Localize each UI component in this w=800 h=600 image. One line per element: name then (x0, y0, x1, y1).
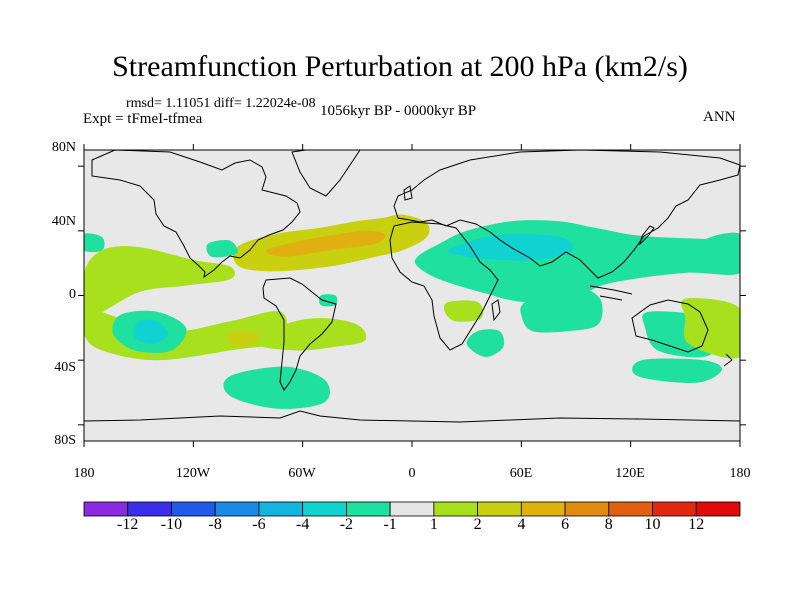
colorbar-bin-12 (608, 501, 653, 517)
colorbar-bin-4 (258, 501, 304, 517)
y-tick-label-40n: 40N (51, 214, 76, 229)
coastline-madagascar (491, 299, 501, 322)
anomaly-ne-pacific-negative (84, 233, 105, 253)
colorbar-label-9: 4 (517, 516, 526, 533)
x-tick-label-180w: 180 (73, 466, 95, 481)
colorbar-bin-7 (389, 501, 435, 517)
colorbar-bin-11 (564, 501, 610, 517)
colorbar-label-2: -8 (208, 516, 222, 533)
anomaly-africa-south-negative (466, 329, 505, 357)
coastline-japan (639, 225, 655, 246)
colorbar-bin-8 (433, 501, 478, 517)
coastline-south-america (262, 277, 337, 391)
season-text: ANN (703, 109, 736, 125)
anomaly-mexico-negative (206, 239, 238, 258)
y-tick-label-80s: 80S (54, 433, 76, 448)
chart-title: Streamfunction Perturbation at 200 hPa (… (112, 50, 688, 83)
anomaly-n-atlantic-core-positive (265, 230, 386, 257)
experiment-text: Expt = tFmeI-tfmea (83, 111, 203, 127)
period-text: 1056kyr BP - 0000kyr BP (320, 103, 477, 119)
y-tick-label-eq: 0 (69, 287, 76, 302)
coastline-eurasia (393, 150, 740, 279)
colorbar-bin-5 (302, 501, 347, 517)
coastlines (84, 150, 740, 423)
colorbar (83, 501, 741, 517)
colorbar-label-8: 2 (473, 516, 482, 533)
axis-ticks (78, 144, 746, 447)
colorbar-label-13: 12 (688, 516, 705, 533)
x-tick-label-0: 0 (408, 466, 416, 481)
coastline-uk (403, 185, 413, 201)
colorbar-label-12: 10 (644, 516, 661, 533)
colorbar-bin-14 (695, 501, 741, 517)
colorbar-bin-6 (345, 501, 391, 517)
coastline-australia (631, 299, 709, 353)
anomaly-africa-west-positive (443, 300, 484, 322)
colorbar-label-5: -2 (339, 516, 354, 533)
colorbar-bin-1 (127, 501, 172, 517)
colorbar-label-6: -1 (383, 516, 397, 533)
x-tick-label-180e: 180 (729, 466, 751, 481)
stats-text: rmsd= 1.11051 diff= 1.22024e-08 (126, 96, 316, 111)
x-tick-label-60w: 60W (288, 466, 316, 481)
x-tick-label-120e: 120E (615, 466, 645, 481)
anomaly-southern-ocean-negative (223, 366, 330, 409)
colorbar-label-3: -6 (252, 516, 266, 533)
anomaly-s-america-positive-core (225, 330, 260, 348)
colorbar-bin-0 (83, 501, 129, 517)
anomaly-indian-ocean-negative (520, 282, 603, 333)
coastline-antarctica (84, 410, 740, 423)
colorbar-bin-3 (214, 501, 260, 517)
colorbar-bin-9 (477, 501, 522, 517)
anomaly-s-ocean-se-negative (632, 358, 722, 383)
anomaly-c-pacific-positive (681, 298, 740, 359)
colorbar-label-4: -4 (295, 516, 310, 533)
anomaly-nw-pacific-negative (699, 232, 740, 268)
colorbar-label-7: 1 (429, 516, 438, 533)
coastline-new-zealand (723, 353, 733, 367)
colorbar-label-0: -12 (117, 516, 139, 533)
coastline-north-america (91, 150, 301, 279)
colorbar-bin-10 (520, 501, 566, 517)
y-tick-label-40s: 40S (54, 360, 76, 375)
x-tick-label-120w: 120W (175, 466, 211, 481)
coastline-greenland (291, 150, 361, 197)
x-tick-label-60e: 60E (509, 466, 533, 481)
coastline-africa (389, 221, 499, 351)
colorbar-bin-13 (652, 501, 697, 517)
anomaly-s-pacific-core-negative (134, 319, 168, 345)
colorbar-label-1: -10 (160, 516, 183, 533)
colorbar-label-10: 6 (561, 516, 570, 533)
coastline-indonesia (589, 285, 633, 301)
colorbar-label-11: 8 (604, 516, 613, 533)
colorbar-bin-2 (171, 501, 216, 517)
y-tick-label-80n: 80N (51, 140, 76, 155)
map-background (84, 150, 740, 441)
